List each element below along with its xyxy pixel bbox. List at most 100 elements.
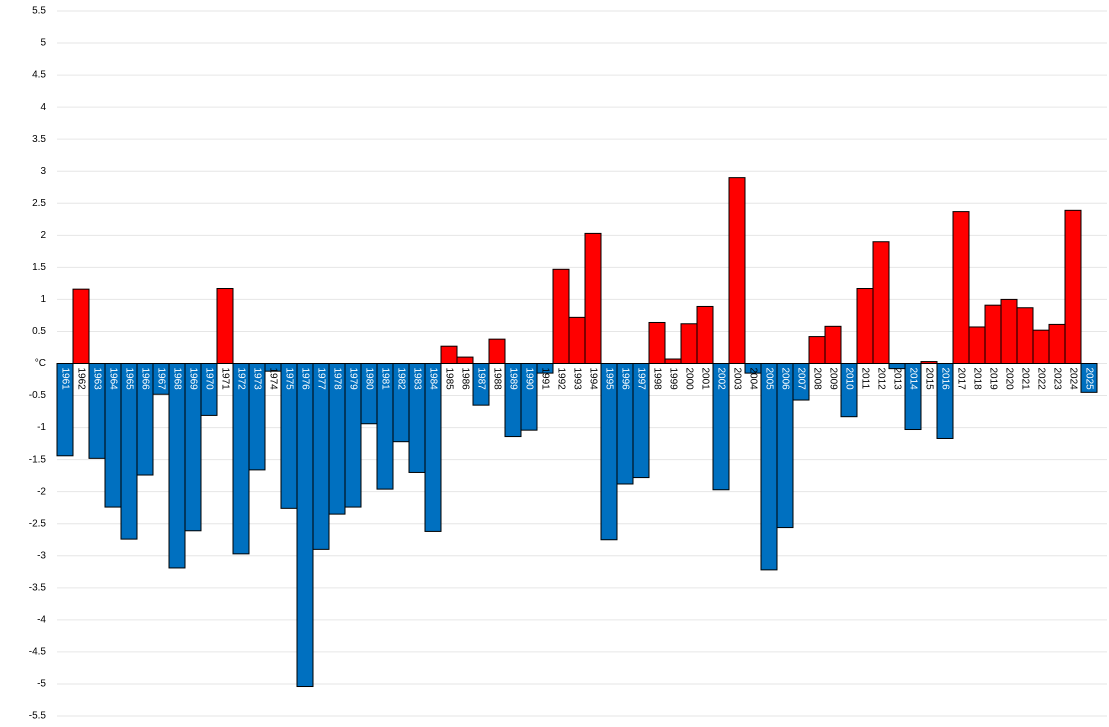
x-tick-label: 2003 — [731, 368, 742, 391]
bar — [296, 363, 314, 688]
x-tick-label: 2014 — [907, 368, 918, 391]
y-tick-label: -3 — [37, 550, 46, 561]
x-tick-label: 2017 — [955, 368, 966, 391]
x-tick-label: 1980 — [363, 368, 374, 391]
y-tick-label: 2 — [40, 230, 46, 241]
y-tick-label: -4.5 — [29, 647, 47, 658]
x-tick-label: 1968 — [171, 368, 182, 391]
bar — [1048, 323, 1066, 364]
x-tick-label: 1979 — [347, 368, 358, 391]
bar — [904, 363, 922, 431]
bar — [312, 363, 330, 550]
bar — [232, 363, 250, 555]
x-tick-label: 1961 — [59, 368, 70, 391]
y-tick-label: 3 — [40, 166, 46, 177]
x-tick-label: 1974 — [267, 368, 278, 391]
x-tick-label: 2005 — [763, 368, 774, 391]
y-tick-label: -5 — [37, 679, 46, 690]
x-tick-label: 1976 — [299, 368, 310, 391]
x-tick-label: 1964 — [107, 368, 118, 391]
bar — [520, 363, 538, 431]
x-tick-label: 2019 — [987, 368, 998, 391]
x-tick-label: 1966 — [139, 368, 150, 391]
x-tick-label: 1988 — [491, 368, 502, 391]
x-tick-label: 1983 — [411, 368, 422, 391]
bar — [440, 345, 458, 365]
bar — [536, 363, 554, 374]
bar — [72, 288, 90, 364]
bar — [840, 363, 858, 418]
bar — [1000, 298, 1018, 364]
x-tick-label: 1992 — [555, 368, 566, 391]
bar — [136, 363, 154, 476]
bar — [56, 363, 74, 457]
bar — [712, 363, 730, 491]
bar — [632, 363, 650, 479]
x-tick-label: 1996 — [619, 368, 630, 391]
x-tick-label: 2001 — [699, 368, 710, 391]
x-tick-label: 2007 — [795, 368, 806, 391]
x-tick-label: 2015 — [923, 368, 934, 391]
x-tick-label: 1990 — [523, 368, 534, 391]
bar — [184, 363, 202, 532]
x-tick-label: 1962 — [75, 368, 86, 391]
x-tick-label: 2025 — [1083, 368, 1094, 391]
y-tick-label: 3.5 — [32, 134, 46, 145]
x-tick-label: 2016 — [939, 368, 950, 391]
y-tick-label: -0.5 — [29, 390, 47, 401]
bar — [584, 232, 602, 364]
bar — [664, 358, 682, 365]
bar — [216, 288, 234, 365]
x-tick-label: 2006 — [779, 368, 790, 391]
x-tick-label: 1985 — [443, 368, 454, 391]
x-tick-label: 2018 — [971, 368, 982, 391]
y-tick-label: 0.5 — [32, 326, 46, 337]
x-tick-label: 1994 — [587, 368, 598, 391]
bar — [648, 321, 666, 364]
x-tick-label: 1970 — [203, 368, 214, 391]
x-tick-label: 1999 — [667, 368, 678, 391]
x-tick-label: 1967 — [155, 368, 166, 391]
bar — [600, 363, 618, 541]
x-tick-label: 1997 — [635, 368, 646, 391]
bar — [968, 326, 986, 364]
bar — [120, 363, 138, 540]
y-tick-label: 5 — [40, 38, 46, 49]
bar — [1016, 307, 1034, 364]
x-tick-label: 1963 — [91, 368, 102, 391]
bar — [952, 211, 970, 364]
x-tick-label: 1977 — [315, 368, 326, 391]
bar — [568, 316, 586, 365]
x-tick-label: 2012 — [875, 368, 886, 391]
y-tick-label: 1.5 — [32, 262, 46, 273]
bar — [984, 304, 1002, 365]
x-tick-label: 2011 — [859, 368, 870, 390]
bar — [792, 363, 810, 401]
bar — [552, 268, 570, 365]
x-tick-label: 1973 — [251, 368, 262, 391]
x-tick-label: 2024 — [1067, 368, 1078, 391]
x-tick-label: 1972 — [235, 368, 246, 391]
x-tick-label: 1975 — [283, 368, 294, 391]
bar — [1064, 209, 1082, 364]
x-tick-label: 1969 — [187, 368, 198, 391]
bar — [456, 356, 474, 365]
y-tick-label: 5.5 — [32, 6, 46, 17]
x-tick-label: 1989 — [507, 368, 518, 391]
x-tick-label: 2023 — [1051, 368, 1062, 391]
x-tick-label: 2004 — [747, 368, 758, 391]
x-tick-label: 1986 — [459, 368, 470, 391]
bar — [760, 363, 778, 571]
x-tick-label: 2009 — [827, 368, 838, 391]
x-tick-label: 2002 — [715, 368, 726, 391]
bar — [808, 336, 826, 364]
x-tick-label: 2000 — [683, 368, 694, 391]
x-tick-label: 2021 — [1019, 368, 1030, 391]
y-tick-label: -3.5 — [29, 582, 47, 593]
bar — [472, 363, 490, 406]
bar — [488, 338, 506, 364]
bar — [872, 241, 890, 365]
x-tick-label: 1991 — [539, 368, 550, 391]
y-tick-label: 4.5 — [32, 70, 46, 81]
